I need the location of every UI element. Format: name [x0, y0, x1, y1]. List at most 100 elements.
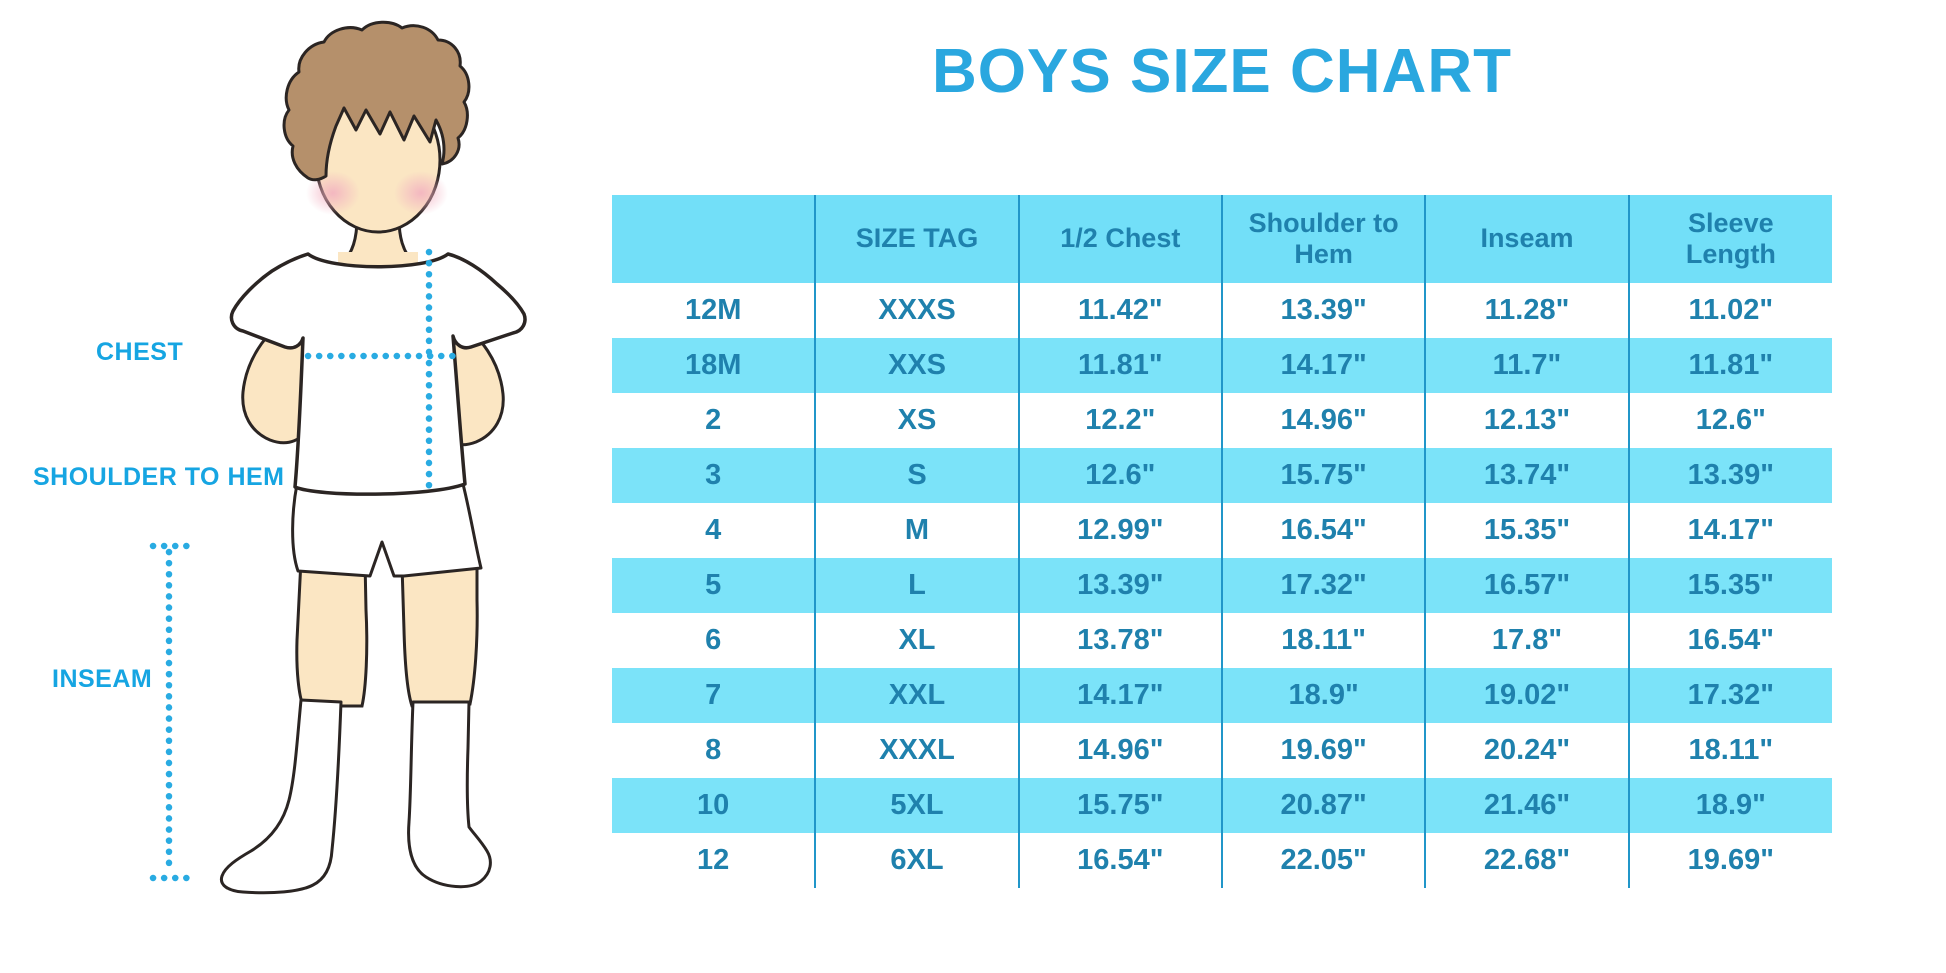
table-cell: 16.57" [1424, 558, 1629, 613]
boy-blush-right [394, 171, 448, 215]
boy-head [282, 20, 471, 234]
table-cell: 12.6" [1627, 393, 1832, 448]
boy-legs [295, 558, 479, 708]
table-cell: 18M [612, 338, 816, 393]
table-cell: XS [814, 393, 1019, 448]
inseam-label: INSEAM [52, 665, 153, 693]
size-table: SIZE TAG 1/2 Chest Shoulder to Hem Insea… [612, 195, 1832, 888]
boy-figure-svg [149, 20, 527, 895]
table-cell: 13.74" [1424, 448, 1629, 503]
shoulder-to-hem-label: SHOULDER TO HEM [33, 463, 285, 491]
table-cell: 19.69" [1220, 723, 1426, 778]
col-header-size-tag: SIZE TAG [814, 195, 1019, 283]
table-cell: 5XL [814, 778, 1019, 833]
table-cell: 18.11" [1627, 723, 1832, 778]
table-cell: 17.32" [1627, 668, 1832, 723]
table-cell: 14.17" [1627, 503, 1832, 558]
table-cell: 16.54" [1627, 613, 1832, 668]
boy-illustration: CHEST SHOULDER TO HEM INSEAM [0, 0, 560, 973]
table-row: 4 M 12.99" 16.54" 15.35" 14.17" [612, 503, 1832, 558]
table-cell: 20.87" [1220, 778, 1426, 833]
boy-blush-left [306, 171, 360, 215]
col-header-half-chest: 1/2 Chest [1017, 195, 1222, 283]
table-cell: 22.68" [1424, 833, 1629, 888]
table-row: 7 XXL 14.17" 18.9" 19.02" 17.32" [612, 668, 1832, 723]
table-cell: 13.78" [1017, 613, 1222, 668]
table-cell: 10 [612, 778, 816, 833]
table-cell: 19.69" [1627, 833, 1832, 888]
table-cell: 4 [705, 514, 722, 546]
col-header-inseam: Inseam [1424, 195, 1629, 283]
table-row: 8 XXXL 14.96" 19.69" 20.24" 18.11" [612, 723, 1832, 778]
table-cell: 14.96" [1017, 723, 1222, 778]
table-cell: 12 [697, 844, 730, 876]
table-cell: XXL [814, 668, 1019, 723]
table-cell: 12.6" [1017, 448, 1222, 503]
table-cell: 12.99" [1017, 503, 1222, 558]
table-cell: 12M [684, 294, 742, 326]
table-cell: 6 [705, 624, 722, 656]
table-cell: 2 [705, 404, 722, 436]
table-cell: 15.35" [1627, 558, 1832, 613]
col-header-shoulder-to-hem: Shoulder to Hem [1220, 195, 1426, 283]
table-row: 3 S 12.6" 15.75" 13.74" 13.39" [612, 448, 1832, 503]
table-cell: 11.42" [1017, 283, 1222, 338]
boy-hair [282, 20, 471, 182]
table-cell: XXXS [814, 283, 1019, 338]
table-cell: 7 [612, 668, 816, 723]
table-cell: XXXL [814, 723, 1019, 778]
table-cell: 14.17" [1220, 338, 1426, 393]
table-row: 6 XL 13.78" 18.11" 17.8" 16.54" [612, 613, 1832, 668]
table-row: 10 5XL 15.75" 20.87" 21.46" 18.9" [612, 778, 1832, 833]
table-cell: S [814, 448, 1019, 503]
boy-shorts [291, 482, 483, 578]
table-cell: 18.9" [1220, 668, 1426, 723]
table-cell: 20.24" [1424, 723, 1629, 778]
table-cell: 15.75" [1017, 778, 1222, 833]
table-row: 2 XS 12.2" 14.96" 12.13" 12.6" [612, 393, 1832, 448]
table-cell: 6XL [814, 833, 1019, 888]
table-row: 18M XXS 11.81" 14.17" 11.7" 11.81" [612, 338, 1832, 393]
table-cell: 18.9" [1627, 778, 1832, 833]
table-cell: 17.32" [1220, 558, 1426, 613]
col-header-sleeve-length: Sleeve Length [1627, 195, 1832, 283]
table-cell: 13.39" [1220, 283, 1426, 338]
table-cell: 5 [612, 558, 816, 613]
table-body: 12M XXXS 11.42" 13.39" 11.28" 11.02" 18M XXS 11.… [612, 283, 1832, 888]
table-cell: XL [814, 613, 1019, 668]
table-row: 5 L 13.39" 17.32" 16.57" 15.35" [612, 558, 1832, 613]
page-title: BOYS SIZE CHART [932, 37, 1512, 106]
table-cell: 14.17" [1017, 668, 1222, 723]
table-cell: 11.02" [1627, 283, 1832, 338]
table-cell: M [814, 503, 1019, 558]
table-header-row: SIZE TAG 1/2 Chest Shoulder to Hem Insea… [612, 195, 1832, 283]
boy-shirt [229, 252, 527, 496]
table-cell: 21.46" [1424, 778, 1629, 833]
table-cell: 19.02" [1424, 668, 1629, 723]
table-cell: 15.35" [1424, 503, 1629, 558]
table-cell: 8 [705, 734, 722, 766]
table-row: 12 6XL 16.54" 22.05" 22.68" 19.69" [612, 833, 1832, 888]
table-cell: L [814, 558, 1019, 613]
table-cell: 13.39" [1627, 448, 1832, 503]
table-cell: 17.8" [1424, 613, 1629, 668]
table-cell: 22.05" [1220, 833, 1426, 888]
table-cell: 13.39" [1017, 558, 1222, 613]
col-header-size [612, 195, 816, 283]
table-cell: 18.11" [1220, 613, 1426, 668]
table-cell: 11.28" [1424, 283, 1629, 338]
table-row: 12M XXXS 11.42" 13.39" 11.28" 11.02" [612, 283, 1832, 338]
table-cell: 15.75" [1220, 448, 1426, 503]
table-cell: 11.81" [1017, 338, 1222, 393]
chest-label: CHEST [96, 338, 184, 366]
table-cell: 12.13" [1424, 393, 1629, 448]
table-cell: 16.54" [1017, 833, 1222, 888]
table-cell: 16.54" [1220, 503, 1426, 558]
table-cell: 12.2" [1017, 393, 1222, 448]
table-cell: 14.96" [1220, 393, 1426, 448]
table-cell: 3 [612, 448, 816, 503]
table-cell: 11.7" [1424, 338, 1629, 393]
boy-socks [219, 698, 492, 895]
table-cell: 11.81" [1627, 338, 1832, 393]
